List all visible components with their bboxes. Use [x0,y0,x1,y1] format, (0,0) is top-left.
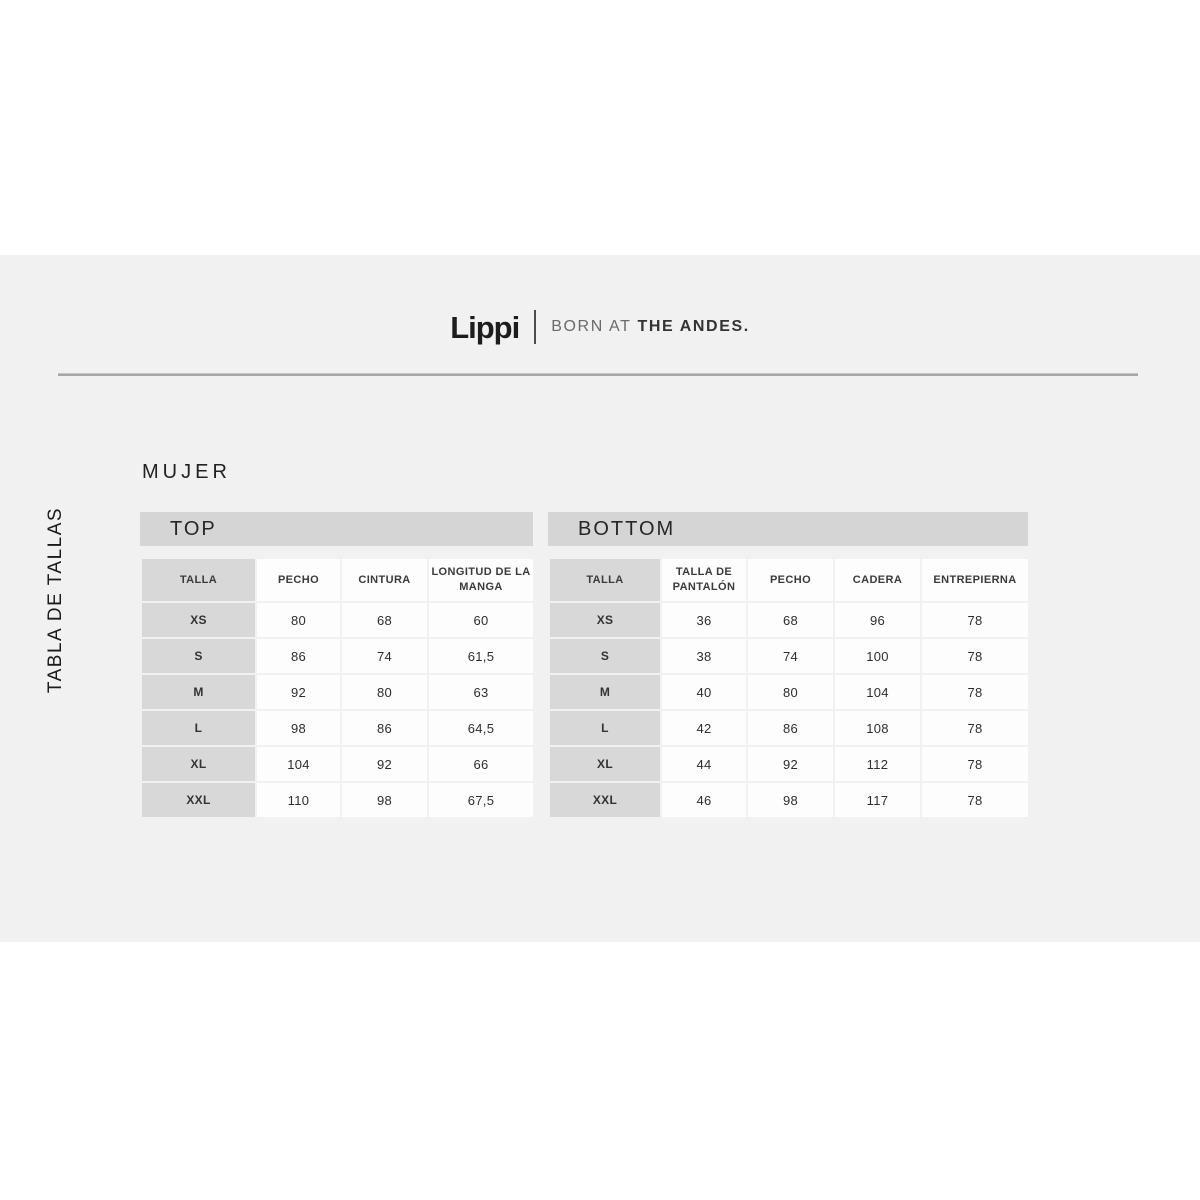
measurement-cell: 112 [833,745,922,783]
vertical-sidebar-label: TABLA DE TALLAS [45,506,66,694]
measurement-cell: 96 [833,601,922,639]
measurement-cell: 68 [746,601,835,639]
measurement-cell: 98 [746,781,835,819]
column-header: PECHO [255,557,342,603]
tagline-bold-text: THE ANDES. [637,318,750,335]
measurement-cell: 78 [920,601,1030,639]
bottom-table-title-bar: BOTTOM [548,512,1028,546]
measurement-cell: 98 [255,709,342,747]
measurement-cell: 80 [340,673,429,711]
table-row: S 86 74 61,5 [140,637,535,675]
top-size-table: TALLA PECHO CINTURA LONGITUD DE LA MANGA XS 8… [140,557,535,819]
size-cell: L [548,709,662,747]
size-cell: XL [548,745,662,783]
table-row: M 92 80 63 [140,673,535,711]
measurement-cell: 108 [833,709,922,747]
measurement-cell: 86 [255,637,342,675]
measurement-cell: 66 [427,745,535,783]
table-row: M 40 80 104 78 [548,673,1030,711]
column-header: TALLA [548,557,662,603]
measurement-cell: 117 [833,781,922,819]
top-size-section: TOP TALLA PECHO CINTURA LONGITUD DE LA MANG… [140,512,535,819]
measurement-cell: 63 [427,673,535,711]
header-divider-line [58,373,1138,376]
size-cell: M [548,673,662,711]
size-cell: M [140,673,257,711]
measurement-cell: 38 [660,637,748,675]
measurement-cell: 74 [340,637,429,675]
table-row: S 38 74 100 78 [548,637,1030,675]
measurement-cell: 61,5 [427,637,535,675]
measurement-cell: 104 [833,673,922,711]
measurement-cell: 74 [746,637,835,675]
measurement-cell: 78 [920,709,1030,747]
measurement-cell: 92 [340,745,429,783]
measurement-cell: 78 [920,745,1030,783]
table-row: XXL 110 98 67,5 [140,781,535,819]
bottom-size-section: BOTTOM TALLA TALLA DE PANTALÓN PECHO CADERA… [548,512,1030,819]
measurement-cell: 80 [255,601,342,639]
measurement-cell: 92 [255,673,342,711]
measurement-cell: 86 [746,709,835,747]
measurement-cell: 40 [660,673,748,711]
brand-tagline: BORN AT THE ANDES. [551,319,750,335]
column-header: CINTURA [340,557,429,603]
section-title-mujer: MUJER [142,461,231,483]
measurement-cell: 78 [920,637,1030,675]
logo-separator [534,310,537,344]
column-header: CADERA [833,557,922,603]
measurement-cell: 78 [920,781,1030,819]
top-table-title-bar: TOP [140,512,533,546]
measurement-cell: 80 [746,673,835,711]
column-header: TALLA [140,557,257,603]
table-row: XS 36 68 96 78 [548,601,1030,639]
table-row: XL 104 92 66 [140,745,535,783]
size-cell: S [548,637,662,675]
table-row: XXL 46 98 117 78 [548,781,1030,819]
table-header-row: TALLA TALLA DE PANTALÓN PECHO CADERA ENTREPI… [548,557,1030,603]
measurement-cell: 64,5 [427,709,535,747]
measurement-cell: 42 [660,709,748,747]
measurement-cell: 110 [255,781,342,819]
table-header-row: TALLA PECHO CINTURA LONGITUD DE LA MANGA [140,557,535,603]
measurement-cell: 60 [427,601,535,639]
size-cell: XXL [548,781,662,819]
measurement-cell: 98 [340,781,429,819]
size-cell: S [140,637,257,675]
table-row: XS 80 68 60 [140,601,535,639]
measurement-cell: 67,5 [427,781,535,819]
table-row: XL 44 92 112 78 [548,745,1030,783]
measurement-cell: 46 [660,781,748,819]
measurement-cell: 36 [660,601,748,639]
column-header: PECHO [746,557,835,603]
measurement-cell: 68 [340,601,429,639]
size-cell: XS [140,601,257,639]
size-cell: L [140,709,257,747]
measurement-cell: 44 [660,745,748,783]
measurement-cell: 86 [340,709,429,747]
measurement-cell: 78 [920,673,1030,711]
measurement-cell: 104 [255,745,342,783]
column-header: TALLA DE PANTALÓN [660,557,748,603]
bottom-size-table: TALLA TALLA DE PANTALÓN PECHO CADERA ENTREPI… [548,557,1030,819]
column-header: ENTREPIERNA [920,557,1030,603]
brand-header: Lippi BORN AT THE ANDES. [0,306,1200,348]
table-row: L 98 86 64,5 [140,709,535,747]
measurement-cell: 92 [746,745,835,783]
table-row: L 42 86 108 78 [548,709,1030,747]
size-cell: XL [140,745,257,783]
tagline-light-text: BORN AT [551,318,632,335]
size-cell: XXL [140,781,257,819]
measurement-cell: 100 [833,637,922,675]
brand-logo: Lippi [450,309,520,345]
column-header: LONGITUD DE LA MANGA [427,557,535,603]
size-cell: XS [548,601,662,639]
